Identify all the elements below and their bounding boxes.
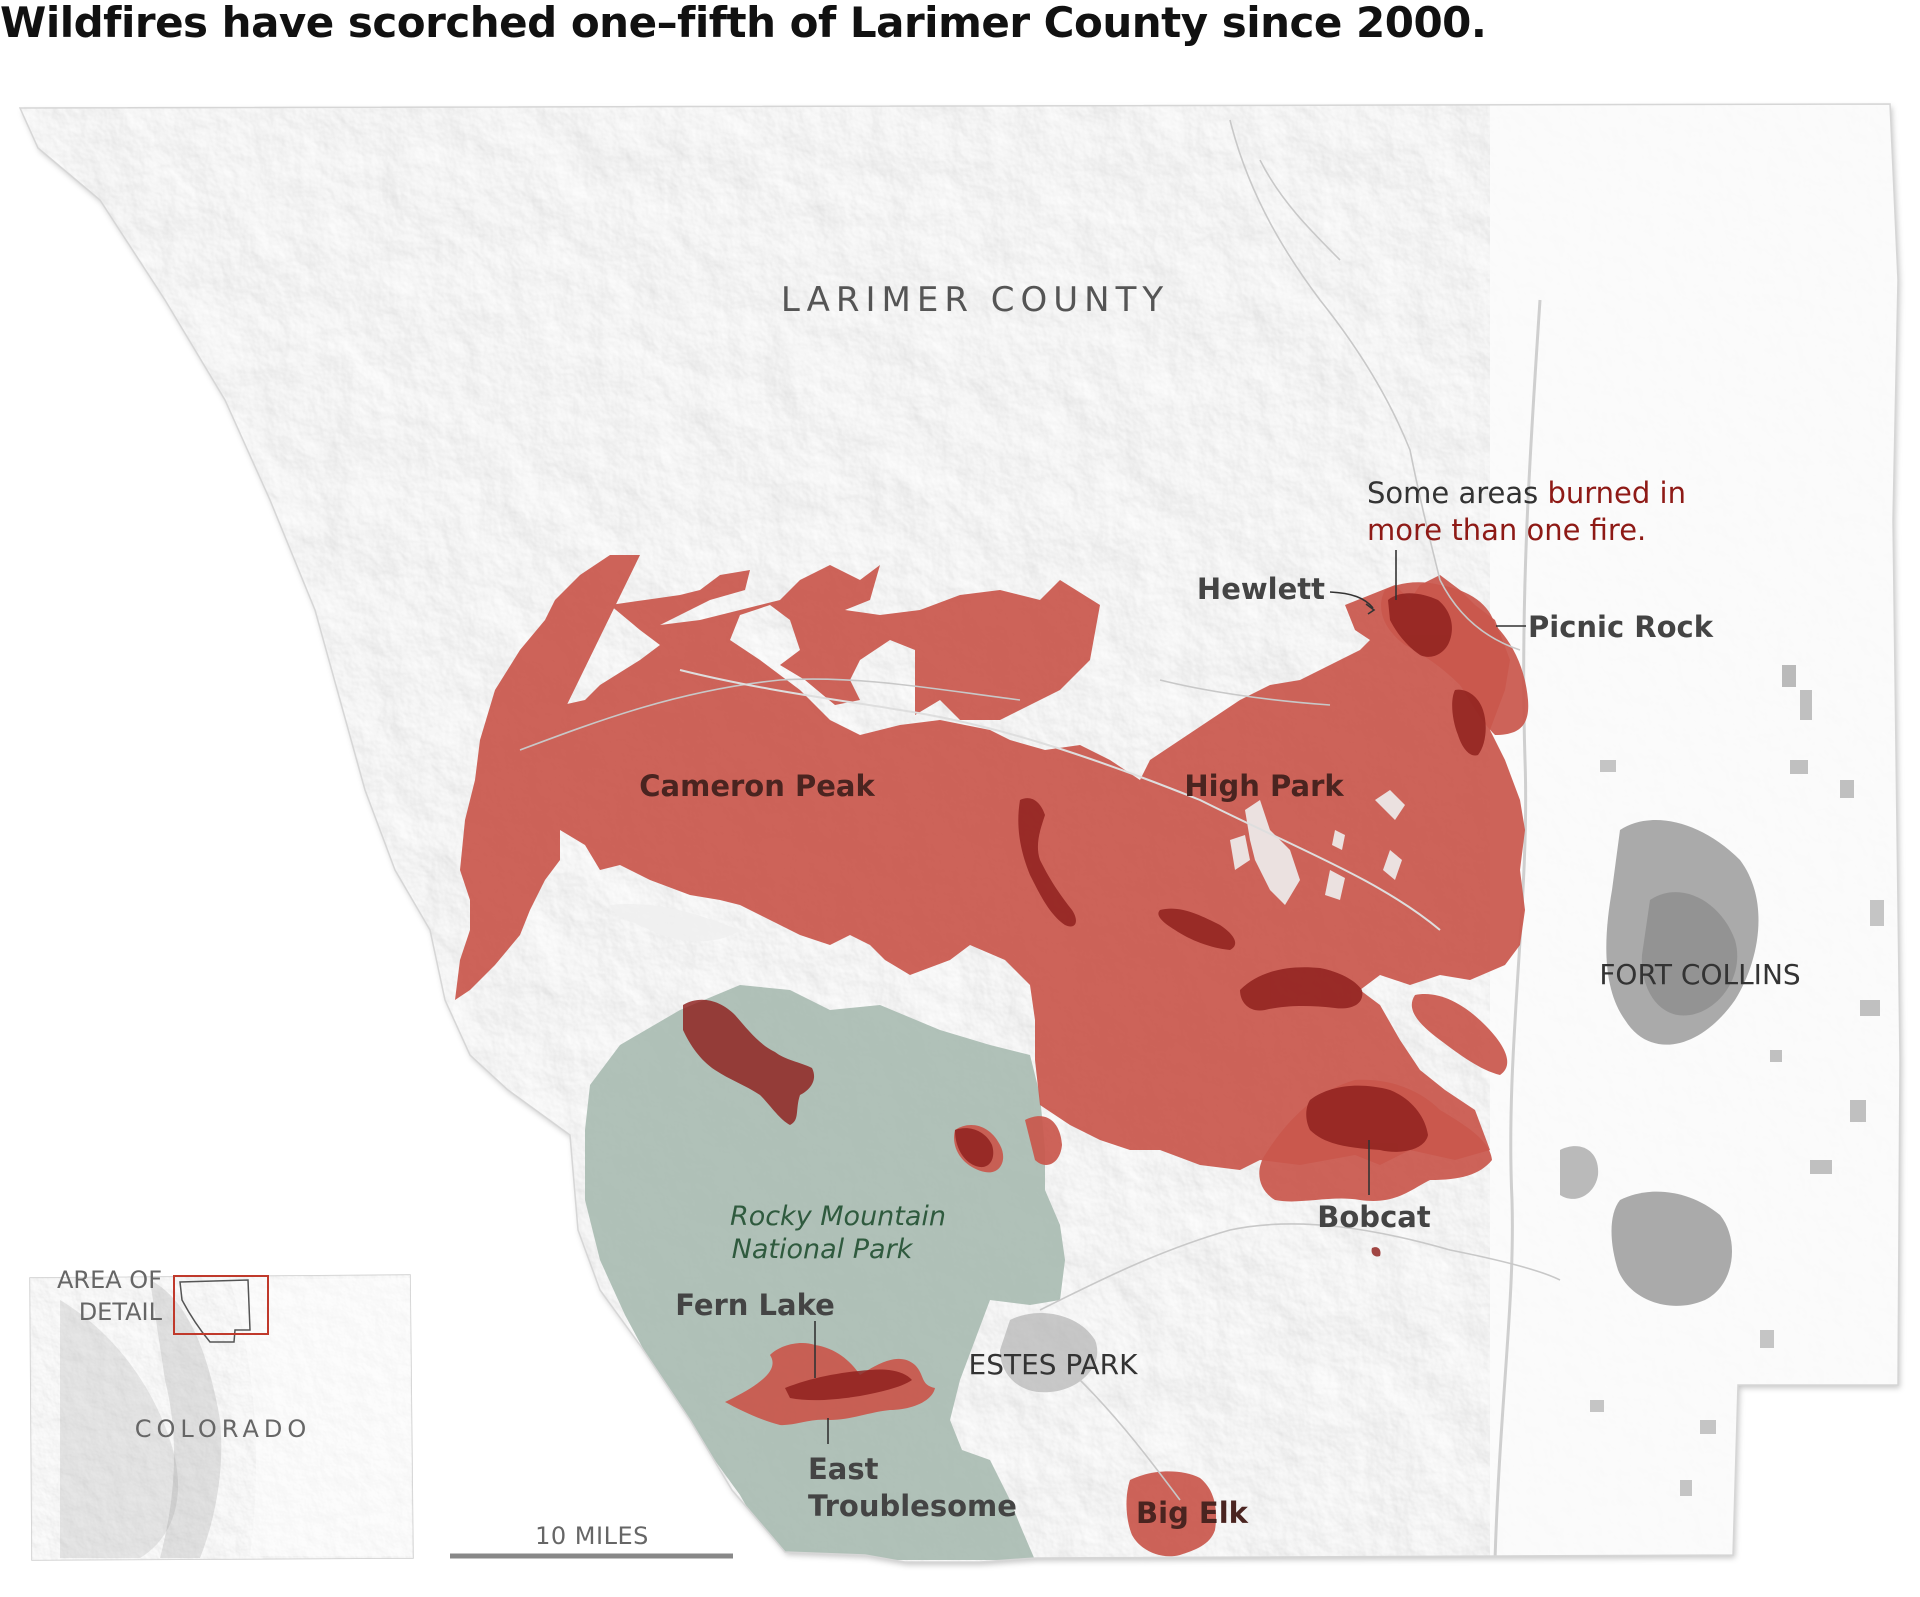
cameron-peak-edge-overlap (1018, 798, 1076, 927)
annotation-part1: Some areas (1367, 476, 1547, 510)
park-label-line2: National Park (732, 1234, 914, 1265)
county-label: LARIMER COUNTY (781, 280, 1169, 320)
bobcat-overlap (1306, 1085, 1428, 1152)
urban-areas (1560, 665, 1884, 1496)
scale-bar: 10 MILES (450, 1522, 733, 1559)
page-title: Wildfires have scorched one–fifth of Lar… (0, 0, 1487, 47)
east-burn-strip (1411, 994, 1508, 1075)
east-troublesome-label-line2: Troublesome (808, 1489, 1017, 1523)
bobcat-inner-overlap (1240, 967, 1363, 1011)
overlap-annotation-line2: more than one fire. (1367, 513, 1646, 547)
hewlett-arrow-head (1365, 603, 1376, 615)
rocky-mountain-national-park (585, 985, 1065, 1560)
foothills-ridge (1493, 299, 1542, 1561)
fort-collins-label: FORT COLLINS (1599, 958, 1800, 991)
east-troublesome-label-line1: East (808, 1452, 879, 1486)
park-overlap-1 (683, 999, 815, 1125)
big-elk-burn (1126, 1471, 1217, 1557)
big-elk-overlap (1371, 1247, 1381, 1257)
scale-bar-label: 10 MILES (535, 1522, 649, 1550)
inset-label-line2: DETAIL (79, 1298, 163, 1326)
bobcat-label: Bobcat (1317, 1200, 1431, 1234)
estes-park-label: ESTES PARK (969, 1348, 1139, 1381)
hewlett-label: Hewlett (1197, 572, 1325, 606)
high-park-edge-overlap (1158, 908, 1236, 950)
unburned-patches (1230, 790, 1405, 905)
fern-lake-overlap (785, 1369, 912, 1401)
high-park-label: High Park (1184, 769, 1344, 803)
fern-lake-label: Fern Lake (675, 1288, 835, 1322)
annotation-part2: burned in (1547, 476, 1686, 510)
cameron-peak-high-park-burn (455, 555, 1525, 1170)
inset-larimer-outline (179, 1279, 251, 1343)
overlap-annotation-line1: Some areas burned in (1367, 476, 1686, 510)
roads (519, 119, 1561, 1501)
leader-lines (814, 550, 1526, 1444)
burn-gap (610, 904, 740, 942)
picnic-rock-overlap (1452, 689, 1486, 756)
park-label-line1: Rocky Mountain (730, 1201, 946, 1232)
hewlett-overlap (1388, 593, 1452, 657)
hewlett-leader (1329, 591, 1374, 609)
map-labels: LARIMER COUNTY Some areas burned in more… (57, 280, 1801, 1530)
inset-state-label: COLORADO (135, 1415, 312, 1443)
inset-label-line1: AREA OF (57, 1266, 162, 1294)
overlap-burns (683, 593, 1486, 1401)
area-of-detail-box (173, 1275, 269, 1335)
big-elk-label: Big Elk (1136, 1496, 1249, 1530)
cameron-peak-label: Cameron Peak (639, 769, 875, 803)
park-edge-burn (1025, 1116, 1062, 1165)
picnic-rock-label: Picnic Rock (1528, 610, 1714, 644)
estes-park-town (1000, 1312, 1098, 1393)
park-overlap-2 (955, 1128, 994, 1168)
rivers (679, 669, 1441, 931)
inset-map (29, 1274, 414, 1561)
county-outline (18, 103, 1901, 1563)
